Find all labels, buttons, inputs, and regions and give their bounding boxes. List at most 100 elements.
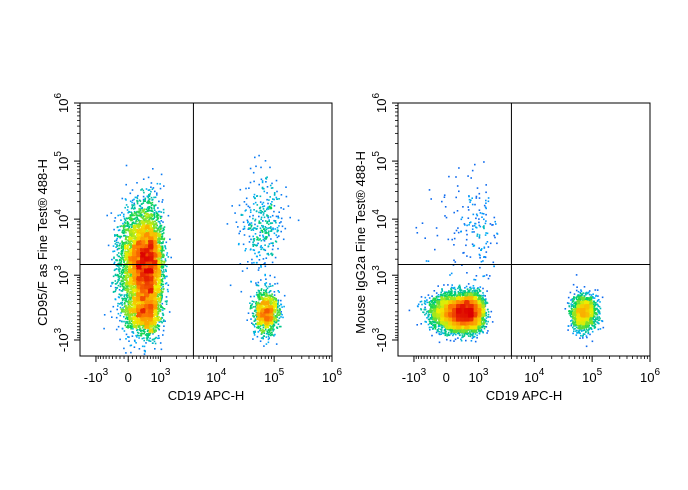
event-dot <box>268 328 270 331</box>
event-dot <box>144 200 146 202</box>
event-dot <box>140 330 142 333</box>
event-dot <box>256 302 258 304</box>
event-dot <box>270 327 272 330</box>
event-dot <box>159 187 162 190</box>
event-dot <box>270 207 272 210</box>
event-dot <box>146 330 149 333</box>
event-dot <box>277 229 280 232</box>
event-dot <box>126 316 129 319</box>
event-dot <box>150 326 152 328</box>
event-dot <box>277 303 279 305</box>
event-dot <box>162 256 165 258</box>
event-dot <box>252 203 255 205</box>
event-dot <box>158 316 160 318</box>
event-dot <box>266 287 269 290</box>
event-dot <box>149 234 152 237</box>
event-dot <box>115 241 118 244</box>
event-dot <box>260 266 262 268</box>
event-dot <box>139 200 142 202</box>
event-dot <box>127 313 129 315</box>
event-dot <box>159 217 162 219</box>
event-dot <box>156 291 158 294</box>
event-dot <box>258 294 261 296</box>
event-dot <box>272 323 275 325</box>
event-dot <box>159 278 161 281</box>
event-dot <box>140 228 142 230</box>
event-dot <box>142 224 145 227</box>
event-dot <box>149 230 152 233</box>
event-dot <box>124 238 127 241</box>
event-dot <box>136 299 138 301</box>
event-dot <box>132 289 135 292</box>
event-dot <box>166 252 169 254</box>
event-dot <box>122 288 124 291</box>
event-dot <box>145 342 147 344</box>
event-dot <box>131 295 133 298</box>
event-dot <box>270 298 272 301</box>
event-dot <box>165 296 168 298</box>
event-dot <box>140 207 142 210</box>
event-dot <box>123 294 126 296</box>
event-dot <box>237 243 240 246</box>
event-dot <box>128 304 130 307</box>
event-dot <box>257 307 259 309</box>
event-dot <box>149 329 151 331</box>
event-dot <box>158 258 160 261</box>
event-dot <box>280 311 282 313</box>
event-dot <box>250 229 253 231</box>
event-dot <box>263 293 265 295</box>
event-dot <box>264 249 267 252</box>
event-dot <box>161 306 163 308</box>
event-dot <box>150 325 153 328</box>
event-dot <box>161 250 163 252</box>
event-dot <box>162 265 164 267</box>
event-dot <box>116 282 118 284</box>
event-dot <box>128 295 131 298</box>
event-dot <box>265 303 268 305</box>
event-dot <box>139 209 142 212</box>
event-dot <box>139 327 141 329</box>
event-dot <box>157 214 160 216</box>
event-dot <box>133 232 136 235</box>
event-dot <box>115 246 117 248</box>
event-dot <box>124 259 126 262</box>
event-dot <box>117 229 120 232</box>
event-dot <box>122 264 125 266</box>
event-dot <box>154 226 156 228</box>
event-dot <box>274 220 277 222</box>
event-dot <box>123 285 125 288</box>
event-dot <box>160 236 163 239</box>
event-dot <box>266 192 268 194</box>
event-dot <box>145 215 147 217</box>
event-dot <box>157 227 160 230</box>
event-dot <box>273 205 276 207</box>
event-dot <box>129 242 131 245</box>
event-dot <box>259 340 262 342</box>
event-dot <box>297 219 300 222</box>
event-dot <box>280 299 282 302</box>
event-dot <box>276 282 279 285</box>
event-dot <box>161 249 163 251</box>
event-dot <box>266 221 269 224</box>
event-dot <box>157 275 160 278</box>
event-dot <box>262 337 264 340</box>
event-dot <box>125 250 128 253</box>
event-dot <box>262 205 264 208</box>
event-dot <box>158 230 161 233</box>
event-dot <box>265 232 267 234</box>
event-dot <box>258 292 261 295</box>
event-dot <box>115 234 117 237</box>
event-dot <box>270 230 273 232</box>
event-dot <box>163 276 166 278</box>
event-dot <box>164 300 167 303</box>
event-dot <box>113 220 116 222</box>
event-dot <box>259 207 261 209</box>
event-dot <box>167 290 169 293</box>
event-dot <box>268 227 271 229</box>
event-dot <box>135 213 137 216</box>
event-dot <box>152 218 155 220</box>
event-dot <box>154 309 156 312</box>
event-dot <box>129 236 131 238</box>
event-dot <box>155 204 157 206</box>
event-dot <box>273 318 275 320</box>
